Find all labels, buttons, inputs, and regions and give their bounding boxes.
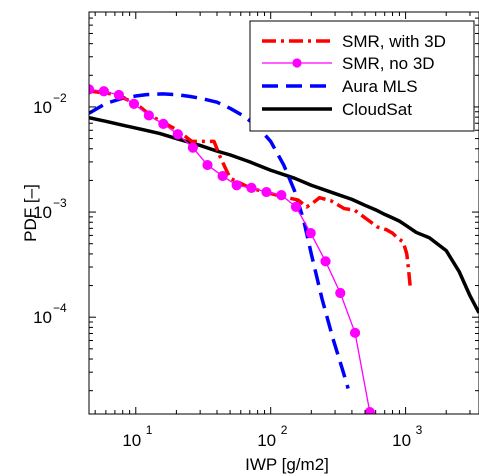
plot-frame	[88, 11, 479, 415]
series-1-point-8	[202, 159, 213, 171]
series-layer	[89, 84, 479, 414]
series-1-point-6	[172, 129, 183, 140]
y-axis-label: PDF [–]	[21, 184, 40, 242]
series-1-point-9	[217, 170, 228, 182]
y-tick-label: 10	[33, 308, 52, 327]
x-tick-exponent: 3	[416, 423, 423, 437]
series-1-point-18	[349, 327, 361, 338]
x-tick-label: 10	[392, 431, 411, 450]
series-1-point-3	[128, 98, 140, 109]
x-tick-label: 10	[122, 431, 141, 450]
series-1-point-5	[158, 118, 169, 129]
series-line-0	[89, 89, 412, 286]
x-axis-label: IWP [g/m2]	[245, 455, 329, 474]
x-tick-label: 10	[257, 431, 276, 450]
series-1-point-10	[231, 180, 242, 191]
legend-label-3: CloudSat	[342, 100, 412, 119]
series-1-point-13	[276, 190, 287, 201]
x-tick-exponent: 2	[281, 423, 288, 437]
legend-marker-1	[292, 58, 302, 68]
series-1-point-4	[143, 110, 154, 121]
legend-label-1: SMR, no 3D	[342, 54, 435, 73]
y-tick-exponent: −4	[53, 301, 67, 315]
legend-box	[249, 20, 475, 132]
y-tick-label: 10	[33, 98, 52, 117]
series-1-point-2	[113, 89, 125, 101]
series-1-point-1	[98, 86, 109, 97]
series-line-3	[89, 115, 479, 314]
series-1-point-11	[246, 182, 257, 193]
series-1-point-14	[290, 201, 302, 212]
axes-layer	[88, 11, 479, 415]
y-tick-label: 10	[33, 203, 52, 222]
series-1-point-7	[187, 142, 198, 153]
series-1-point-16	[320, 256, 331, 267]
y-tick-exponent: −2	[53, 91, 67, 105]
y-tick-exponent: −3	[53, 196, 67, 210]
x-tick-exponent: 1	[146, 423, 153, 437]
series-1-point-12	[261, 186, 272, 198]
series-1-point-19	[364, 407, 375, 414]
series-1-point-17	[335, 287, 346, 299]
legend: SMR, with 3D SMR, no 3D Aura MLS CloudSat	[249, 20, 475, 132]
series-1-point-15	[305, 228, 316, 239]
legend-label-0: SMR, with 3D	[342, 32, 446, 51]
series-line-2	[89, 92, 350, 389]
legend-label-2: Aura MLS	[342, 77, 418, 96]
